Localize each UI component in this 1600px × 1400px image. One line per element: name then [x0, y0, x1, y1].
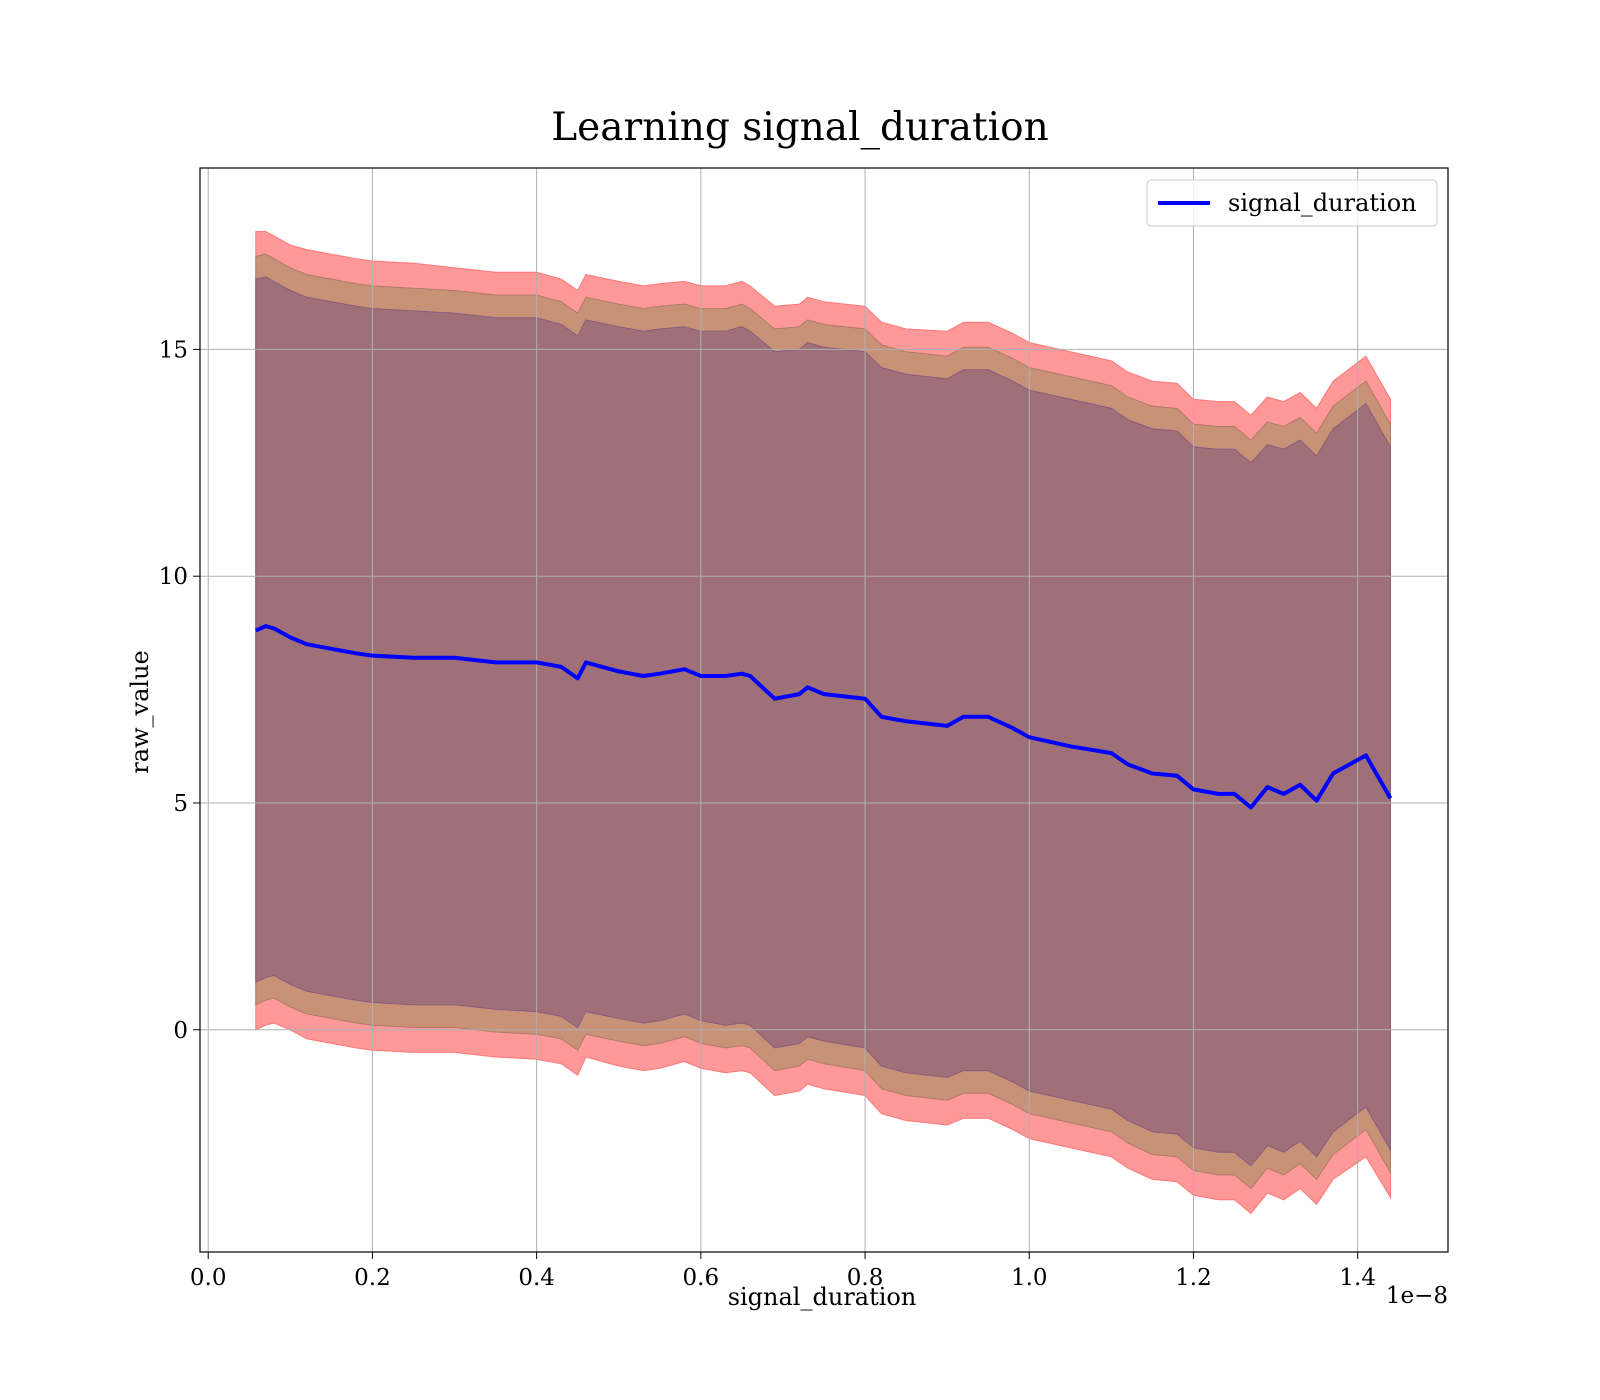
- x-axis-label: signal_duration: [728, 1283, 917, 1311]
- y-axis-label: raw_value: [126, 650, 154, 774]
- x-tick-label: 0.4: [518, 1265, 555, 1291]
- y-tick-label: 10: [159, 564, 188, 590]
- legend: signal_duration: [1146, 179, 1438, 227]
- legend-label: signal_duration: [1228, 189, 1417, 217]
- x-tick-label: 0.0: [190, 1265, 227, 1291]
- x-axis-offset-text: 1e−8: [1386, 1283, 1448, 1309]
- plot-area: 0.0 0.2 0.4 0.6 0.8 1.0 1.2 1.4 0 5 10 15: [159, 167, 1449, 1291]
- series-line-signal_duration: [254, 624, 1393, 810]
- band-inner: [255, 276, 1391, 1167]
- y-tick-label: 0: [173, 1018, 188, 1044]
- plot-frame: [199, 167, 1449, 1253]
- x-tick-label: 0.8: [847, 1265, 884, 1291]
- x-tick-label: 1.0: [1011, 1265, 1048, 1291]
- chart-title: Learning signal_duration: [551, 105, 1048, 150]
- y-tick-label: 5: [173, 791, 188, 817]
- x-tick-label: 0.2: [354, 1265, 391, 1291]
- y-tick-label: 15: [159, 337, 188, 363]
- x-tick-label: 1.4: [1339, 1265, 1376, 1291]
- legend-box: [1146, 179, 1438, 227]
- x-tick-label: 0.6: [683, 1265, 720, 1291]
- x-tick-label: 1.2: [1175, 1265, 1212, 1291]
